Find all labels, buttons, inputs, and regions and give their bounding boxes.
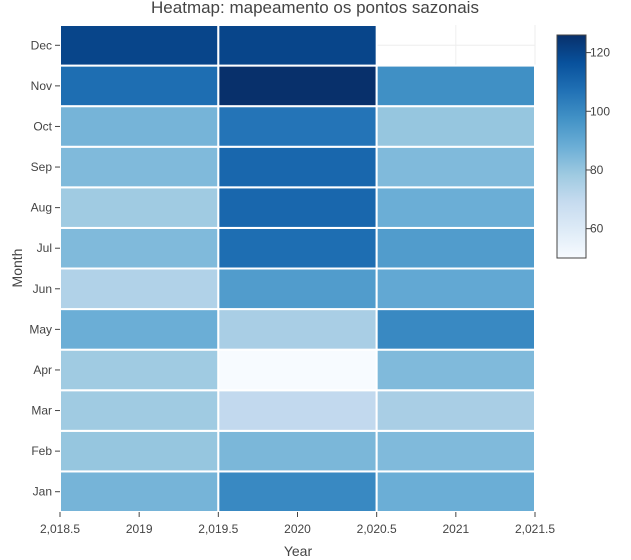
x-tick-label: 2021 [442, 522, 469, 536]
heatmap-cell-jun-2021 [375, 267, 536, 311]
x-tick-label: 2,021.5 [515, 522, 555, 536]
colorbar-tick-label: 100 [590, 104, 610, 118]
heatmap-cell-may-2019 [59, 308, 220, 351]
heatmap-cell-mar-2019 [59, 389, 220, 432]
x-tick-label: 2,020.5 [357, 522, 397, 536]
heatmap-cell-oct-2019 [59, 105, 220, 148]
x-axis-title: Year [284, 543, 313, 559]
heatmap-cell-aug-2020 [217, 186, 378, 229]
heatmap-cells [59, 24, 536, 513]
heatmap-cell-may-2021 [375, 308, 536, 351]
heatmap-cell-sep-2019 [59, 145, 220, 189]
heatmap-cell-aug-2021 [375, 186, 536, 229]
colorbar-tick-label: 120 [590, 46, 610, 60]
heatmap-cell-jul-2021 [375, 226, 536, 270]
x-tick-label: 2020 [284, 522, 311, 536]
heatmap-cell-apr-2019 [59, 348, 220, 392]
heatmap-cell-sep-2021 [375, 145, 536, 189]
x-tick-label: 2,019.5 [198, 522, 238, 536]
heatmap-cell-mar-2021 [375, 389, 536, 432]
y-axis: Jan Feb Mar Apr May Jun Jul Aug Sep Oct Nov Dec [29, 38, 60, 499]
heatmap-cell-may-2020 [217, 308, 378, 351]
heatmap-cell-aug-2019 [59, 186, 220, 229]
heatmap-cell-mar-2020 [217, 389, 378, 432]
y-axis-title: Month [9, 249, 25, 288]
y-tick-label: Dec [31, 38, 52, 52]
heatmap-cell-apr-2021 [375, 348, 536, 392]
heatmap-cell-nov-2020 [217, 64, 378, 108]
y-tick-label: Nov [31, 79, 52, 93]
chart-title: Heatmap: mapeamento os pontos sazonais [151, 0, 479, 17]
colorbar-tick-label: 60 [590, 222, 604, 236]
heatmap-cell-jul-2019 [59, 226, 220, 270]
heatmap-cell-jun-2020 [217, 267, 378, 311]
heatmap-cell-nov-2019 [59, 64, 220, 108]
heatmap-cell-dec-2019 [59, 24, 220, 67]
colorbar: 60 80 100 120 [556, 34, 610, 259]
heatmap-cell-oct-2021 [375, 105, 536, 148]
heatmap-cell-feb-2019 [59, 429, 220, 473]
y-tick-label: Apr [33, 363, 52, 377]
colorbar-gradient [556, 34, 587, 259]
heatmap-cell-jan-2021 [375, 470, 536, 513]
heatmap-cell-oct-2020 [217, 105, 378, 148]
x-tick-label: 2,018.5 [40, 522, 80, 536]
x-axis: 2,018.5 2019 2,019.5 2020 2,020.5 2021 2,021.5 [40, 512, 555, 536]
y-tick-label: Aug [31, 201, 52, 215]
heatmap-cell-dec-2020 [217, 24, 378, 67]
y-tick-label: Mar [31, 404, 52, 418]
heatmap-cell-apr-2020 [217, 348, 378, 392]
y-tick-label: Feb [31, 444, 52, 458]
heatmap-cell-jul-2020 [217, 226, 378, 270]
y-tick-label: May [29, 322, 52, 336]
heatmap-cell-jun-2019 [59, 267, 220, 311]
y-tick-label: Jul [37, 241, 52, 255]
heatmap-cell-jan-2020 [217, 470, 378, 513]
y-tick-label: Jan [33, 485, 52, 499]
y-tick-label: Oct [33, 119, 52, 133]
heatmap-cell-feb-2020 [217, 429, 378, 473]
heatmap-cell-feb-2021 [375, 429, 536, 473]
heatmap-cell-nov-2021 [375, 64, 536, 108]
heatmap-cell-sep-2020 [217, 145, 378, 189]
colorbar-tick-label: 80 [590, 163, 604, 177]
x-tick-label: 2019 [126, 522, 153, 536]
y-tick-label: Sep [31, 160, 53, 174]
y-tick-label: Jun [33, 282, 52, 296]
heatmap-cell-jan-2019 [59, 470, 220, 513]
